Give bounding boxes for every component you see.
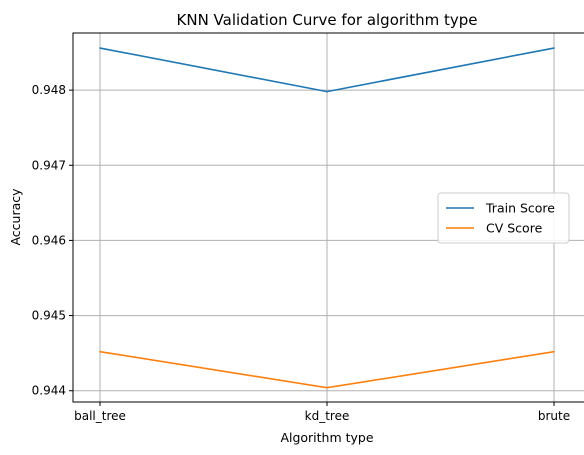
grid-lines xyxy=(73,33,584,402)
y-tick-label: 0.944 xyxy=(32,384,66,398)
data-point xyxy=(99,47,101,49)
data-point xyxy=(99,350,101,353)
y-tick-label: 0.946 xyxy=(32,233,66,247)
data-point xyxy=(326,90,328,93)
y-axis-ticks: 0.944 0.945 0.946 0.947 0.948 xyxy=(32,83,73,398)
y-tick-label: 0.948 xyxy=(32,83,66,97)
x-tick-label: kd_tree xyxy=(305,409,350,423)
y-tick-label: 0.947 xyxy=(32,158,66,172)
legend-box xyxy=(437,192,570,244)
legend-entry-label: Train Score xyxy=(485,201,555,216)
x-axis-label: Algorithm type xyxy=(280,430,373,445)
data-point xyxy=(326,386,328,389)
plot-area-frame xyxy=(72,32,584,403)
legend: Train Score CV Score xyxy=(437,192,570,244)
chart-title: KNN Validation Curve for algorithm type xyxy=(177,11,478,29)
y-axis-label: Accuracy xyxy=(8,188,23,246)
x-tick-label: brute xyxy=(538,409,570,423)
data-point xyxy=(553,350,555,353)
x-tick-label: ball_tree xyxy=(74,409,126,423)
y-tick-label: 0.945 xyxy=(32,309,66,323)
legend-entry-label: CV Score xyxy=(486,221,543,236)
data-point xyxy=(553,47,555,49)
x-axis-ticks: ball_tree kd_tree brute xyxy=(74,402,570,423)
series-lines xyxy=(99,47,555,389)
